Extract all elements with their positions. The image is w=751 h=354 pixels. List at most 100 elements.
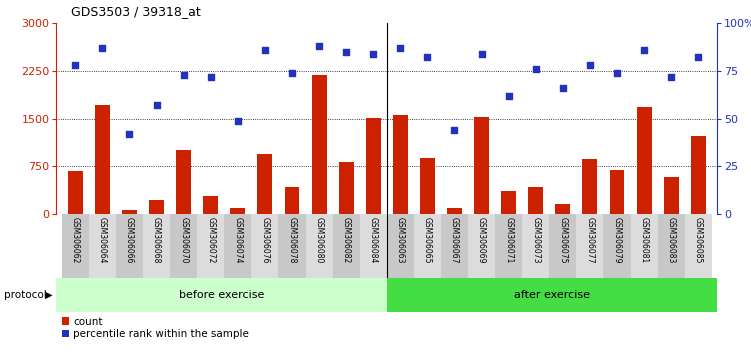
- Text: GSM306062: GSM306062: [71, 217, 80, 263]
- Point: [150, 102, 162, 108]
- Bar: [414, 214, 441, 278]
- Bar: [62, 214, 89, 278]
- Point: [96, 45, 108, 51]
- Bar: [231, 209, 246, 214]
- Point: [421, 55, 433, 60]
- Text: GSM306074: GSM306074: [234, 217, 243, 263]
- Text: protocol: protocol: [4, 290, 47, 300]
- Text: GSM306082: GSM306082: [342, 217, 351, 263]
- Bar: [198, 214, 225, 278]
- Bar: [339, 162, 354, 214]
- Text: GSM306080: GSM306080: [315, 217, 324, 263]
- Text: GSM306084: GSM306084: [369, 217, 378, 263]
- Bar: [258, 154, 273, 214]
- Point: [313, 43, 325, 49]
- Bar: [285, 187, 300, 214]
- Bar: [116, 214, 143, 278]
- Point: [665, 74, 677, 79]
- Text: GSM306068: GSM306068: [152, 217, 161, 263]
- Bar: [610, 170, 624, 214]
- Bar: [122, 210, 137, 214]
- Bar: [366, 118, 381, 214]
- Bar: [143, 214, 170, 278]
- Bar: [447, 209, 462, 214]
- Bar: [420, 158, 435, 214]
- Point: [259, 47, 271, 53]
- Point: [448, 127, 460, 133]
- Bar: [528, 187, 543, 214]
- Text: GSM306076: GSM306076: [261, 217, 270, 263]
- Text: GSM306070: GSM306070: [179, 217, 189, 263]
- Bar: [333, 214, 360, 278]
- Bar: [495, 214, 522, 278]
- Bar: [252, 214, 279, 278]
- Bar: [637, 107, 652, 214]
- Bar: [576, 214, 604, 278]
- Text: before exercise: before exercise: [179, 290, 264, 300]
- Text: GSM306067: GSM306067: [450, 217, 459, 263]
- Bar: [170, 214, 198, 278]
- Bar: [89, 214, 116, 278]
- Point: [205, 74, 217, 79]
- Text: GSM306073: GSM306073: [531, 217, 540, 263]
- Text: GSM306066: GSM306066: [125, 217, 134, 263]
- Bar: [441, 214, 468, 278]
- Point: [367, 51, 379, 56]
- Point: [529, 66, 541, 72]
- Bar: [149, 200, 164, 214]
- Bar: [176, 150, 191, 214]
- Text: GDS3503 / 39318_at: GDS3503 / 39318_at: [71, 5, 201, 18]
- Bar: [312, 75, 327, 214]
- Bar: [68, 171, 83, 214]
- Text: GSM306071: GSM306071: [504, 217, 513, 263]
- Point: [692, 55, 704, 60]
- Point: [232, 118, 244, 123]
- Bar: [468, 214, 495, 278]
- Bar: [501, 190, 516, 214]
- Bar: [95, 104, 110, 214]
- Text: GSM306078: GSM306078: [288, 217, 297, 263]
- Bar: [664, 177, 679, 214]
- Text: GSM306069: GSM306069: [477, 217, 486, 263]
- Point: [611, 70, 623, 75]
- Bar: [306, 214, 333, 278]
- Point: [123, 131, 135, 137]
- Point: [286, 70, 298, 75]
- Bar: [225, 214, 252, 278]
- Point: [556, 85, 569, 91]
- Bar: [474, 117, 489, 214]
- Point: [475, 51, 487, 56]
- Point: [584, 62, 596, 68]
- Bar: [522, 214, 549, 278]
- Bar: [685, 214, 712, 278]
- Bar: [204, 196, 218, 214]
- Point: [502, 93, 514, 98]
- Text: after exercise: after exercise: [514, 290, 590, 300]
- Text: GSM306077: GSM306077: [585, 217, 594, 263]
- Text: GSM306075: GSM306075: [558, 217, 567, 263]
- Legend: count, percentile rank within the sample: count, percentile rank within the sample: [62, 317, 249, 339]
- Text: GSM306081: GSM306081: [640, 217, 649, 263]
- Text: GSM306072: GSM306072: [207, 217, 216, 263]
- Bar: [393, 115, 408, 214]
- Bar: [360, 214, 387, 278]
- Point: [394, 45, 406, 51]
- Text: GSM306083: GSM306083: [667, 217, 676, 263]
- Text: GSM306064: GSM306064: [98, 217, 107, 263]
- Text: GSM306085: GSM306085: [694, 217, 703, 263]
- Bar: [658, 214, 685, 278]
- Bar: [387, 214, 414, 278]
- Text: GSM306063: GSM306063: [396, 217, 405, 263]
- Bar: [387, 278, 717, 312]
- Bar: [279, 214, 306, 278]
- Text: ▶: ▶: [45, 290, 53, 300]
- Bar: [583, 159, 597, 214]
- Text: GSM306079: GSM306079: [613, 217, 622, 263]
- Point: [638, 47, 650, 53]
- Bar: [691, 136, 706, 214]
- Bar: [604, 214, 631, 278]
- Text: GSM306065: GSM306065: [423, 217, 432, 263]
- Point: [69, 62, 81, 68]
- Bar: [631, 214, 658, 278]
- Bar: [549, 214, 576, 278]
